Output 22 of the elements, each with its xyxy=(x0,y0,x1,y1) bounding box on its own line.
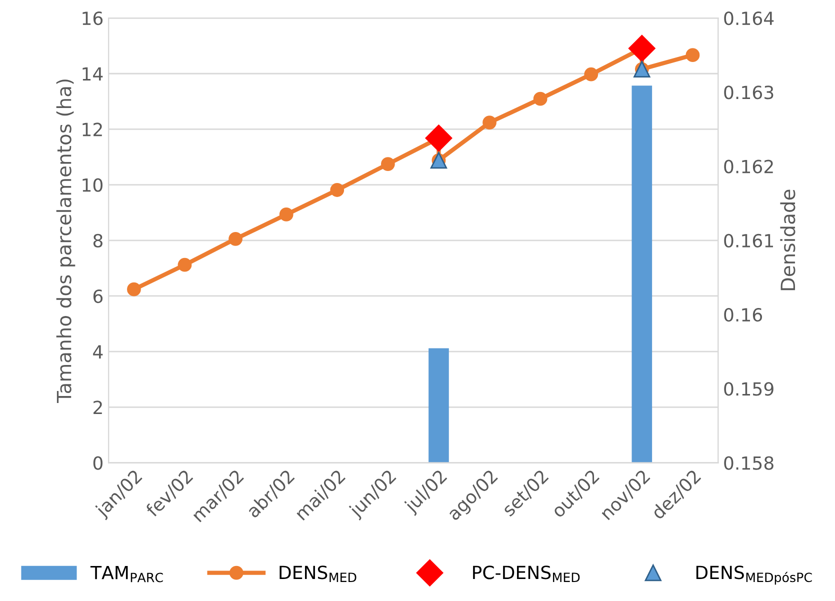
y-tick-label: 8 xyxy=(93,234,102,248)
y2-tick-label: 0.159 xyxy=(724,382,774,396)
y2-tick-label: 0.16 xyxy=(724,308,762,322)
y-tick-label: 4 xyxy=(93,345,103,358)
y-tick-label: 10 xyxy=(82,178,102,192)
y-tick-label: 2 xyxy=(94,400,102,414)
legend-label: DENS$_{MED}$ xyxy=(280,566,356,582)
y2-tick-label: 0.163 xyxy=(724,86,774,100)
y2-axis-title: Densidade xyxy=(780,190,796,290)
legend-label: DENS$_{MEDpósPC}$ xyxy=(696,566,812,585)
legend-label: PC-DENS$_{MED}$ xyxy=(473,566,580,582)
y2-tick-label: 0.162 xyxy=(724,160,773,174)
y-tick-label: 14 xyxy=(82,67,103,80)
legend-label: TAM$_{PARC}$ xyxy=(90,566,163,582)
y-tick-label: 16 xyxy=(82,11,103,26)
y-tick-label: 0 xyxy=(93,456,102,470)
y-tick-label: 12 xyxy=(82,122,102,136)
y2-tick-label: 0.164 xyxy=(724,11,774,26)
y-tick-label: 6 xyxy=(93,289,103,304)
y2-tick-label: 0.158 xyxy=(724,456,774,470)
y2-tick-label: 0.161 xyxy=(724,234,773,248)
y-axis-title: Tamanho dos parcelamentos (ha) xyxy=(56,80,76,403)
